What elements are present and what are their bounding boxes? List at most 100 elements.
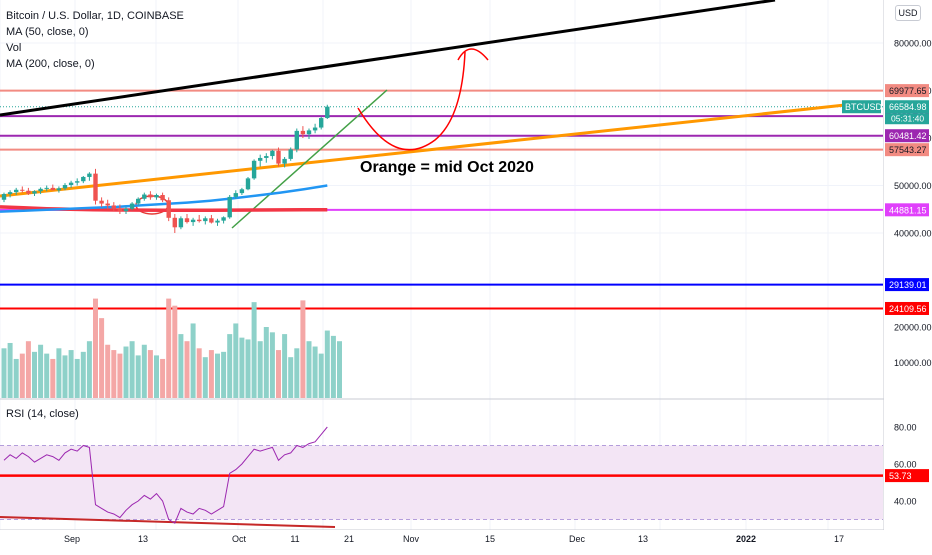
volume-bar [86, 341, 92, 398]
candle-body [209, 218, 214, 223]
volume-bar [282, 334, 288, 398]
candle-body [142, 194, 147, 199]
indicator-ma200-label[interactable]: MA (200, close, 0) [6, 58, 95, 70]
volume-bar [227, 334, 233, 398]
volume-bar [269, 332, 275, 398]
candle-body [68, 182, 74, 186]
volume-bar [74, 358, 80, 398]
volume-bar [245, 339, 251, 398]
time-tick-label: 13 [138, 534, 148, 544]
level-price-tag-bg [885, 143, 929, 157]
level-price-tag-bg [885, 84, 929, 98]
candle-body [105, 203, 110, 206]
volume-bar [239, 337, 245, 398]
symbol-title: Bitcoin / U.S. Dollar, 1D, COINBASE [6, 10, 184, 22]
last-price-tag: 66584.98 [889, 102, 927, 112]
volume-bar [190, 323, 196, 398]
volume-bar [160, 358, 166, 398]
level-price-tag: 57543.27 [889, 145, 927, 155]
volume-bar [276, 350, 281, 398]
volume-bar [263, 327, 269, 398]
black-trendline [0, 0, 776, 117]
volume-bar [68, 350, 74, 398]
candle-body [136, 198, 141, 204]
volume-bar [141, 344, 147, 398]
candle-body [221, 217, 226, 221]
candle-body [87, 173, 92, 177]
candle-body [75, 181, 80, 183]
level-price-tag: 69977.65 [889, 86, 927, 96]
volume-bar [300, 300, 306, 398]
volume-bar [80, 351, 86, 398]
volume-bar [337, 341, 342, 398]
rsi-legend[interactable]: RSI (14, close) [6, 408, 79, 420]
volume-bar [208, 350, 214, 398]
candle-body [319, 118, 324, 128]
volume-bar [294, 348, 300, 398]
price-tick-label: 40000.00 [894, 229, 932, 239]
indicator-ma50-label[interactable]: MA (50, close, 0) [6, 26, 89, 38]
volume-bar [184, 341, 190, 398]
level-price-tag: 60481.42 [889, 131, 927, 141]
volume-bar [38, 344, 44, 398]
candle-body [306, 130, 312, 135]
volume-bar [318, 353, 324, 398]
volume-bar [172, 305, 178, 398]
volume-bar [1, 348, 7, 398]
volume-bar [221, 351, 227, 398]
candle-body [44, 187, 49, 189]
volume-bar [147, 350, 153, 398]
indicator-vol-label[interactable]: Vol [6, 42, 22, 54]
level-price-tag-bg [885, 301, 929, 315]
countdown-bg [885, 113, 929, 125]
candle-body [325, 106, 330, 119]
candle-body [38, 188, 43, 192]
volume-bar [129, 341, 135, 398]
level-price-tag-bg [885, 278, 929, 292]
time-tick-label: 11 [290, 534, 299, 544]
volume-bar [105, 344, 111, 398]
candle-body [197, 219, 202, 222]
volume-bar [166, 298, 172, 398]
rsi-tick-label: 40.00 [894, 497, 917, 507]
candle-body [178, 218, 184, 228]
volume-bar [25, 341, 31, 398]
level-price-tag-bg [885, 203, 929, 217]
candle-body [288, 149, 293, 159]
time-tick-label: 15 [485, 534, 495, 544]
candle-body [203, 218, 208, 222]
candle-body [251, 160, 257, 179]
volume-bar [50, 358, 56, 398]
candle-body [264, 156, 269, 158]
volume-bar [196, 348, 202, 398]
candle-body [190, 219, 196, 223]
time-tick-label: Sep [64, 534, 80, 544]
volume-bar [306, 341, 312, 398]
candle-body [99, 200, 104, 204]
volume-bar [44, 353, 50, 398]
volume-bar [312, 346, 318, 398]
rsi-current-tag-bg [885, 469, 929, 483]
candle-body [111, 205, 116, 209]
candle-body [172, 217, 177, 228]
volume-tick-label: 20000.00 [894, 323, 932, 333]
volume-bar [123, 346, 129, 398]
level-price-tag-bg [885, 129, 929, 143]
projection-arrow-head [457, 48, 489, 61]
candle-body [312, 127, 318, 131]
chart-legend: Bitcoin / U.S. Dollar, 1D, COINBASE MA (… [6, 8, 184, 72]
candle-body [81, 176, 86, 182]
symbol-tag: BTCUSD [845, 102, 883, 112]
time-axis-bg [0, 530, 884, 550]
candle-body [227, 196, 232, 218]
candle-body [50, 187, 55, 191]
projection-arrow-curve [357, 51, 466, 151]
countdown-tag: 05:31:40 [891, 114, 924, 124]
level-price-tag: 44881.15 [889, 205, 927, 215]
rsi-current-tag: 53.73 [889, 471, 912, 481]
time-tick-label: Oct [232, 534, 247, 544]
annotation-text: Orange = mid Oct 2020 [360, 159, 534, 176]
currency-button[interactable]: USD [895, 5, 921, 21]
